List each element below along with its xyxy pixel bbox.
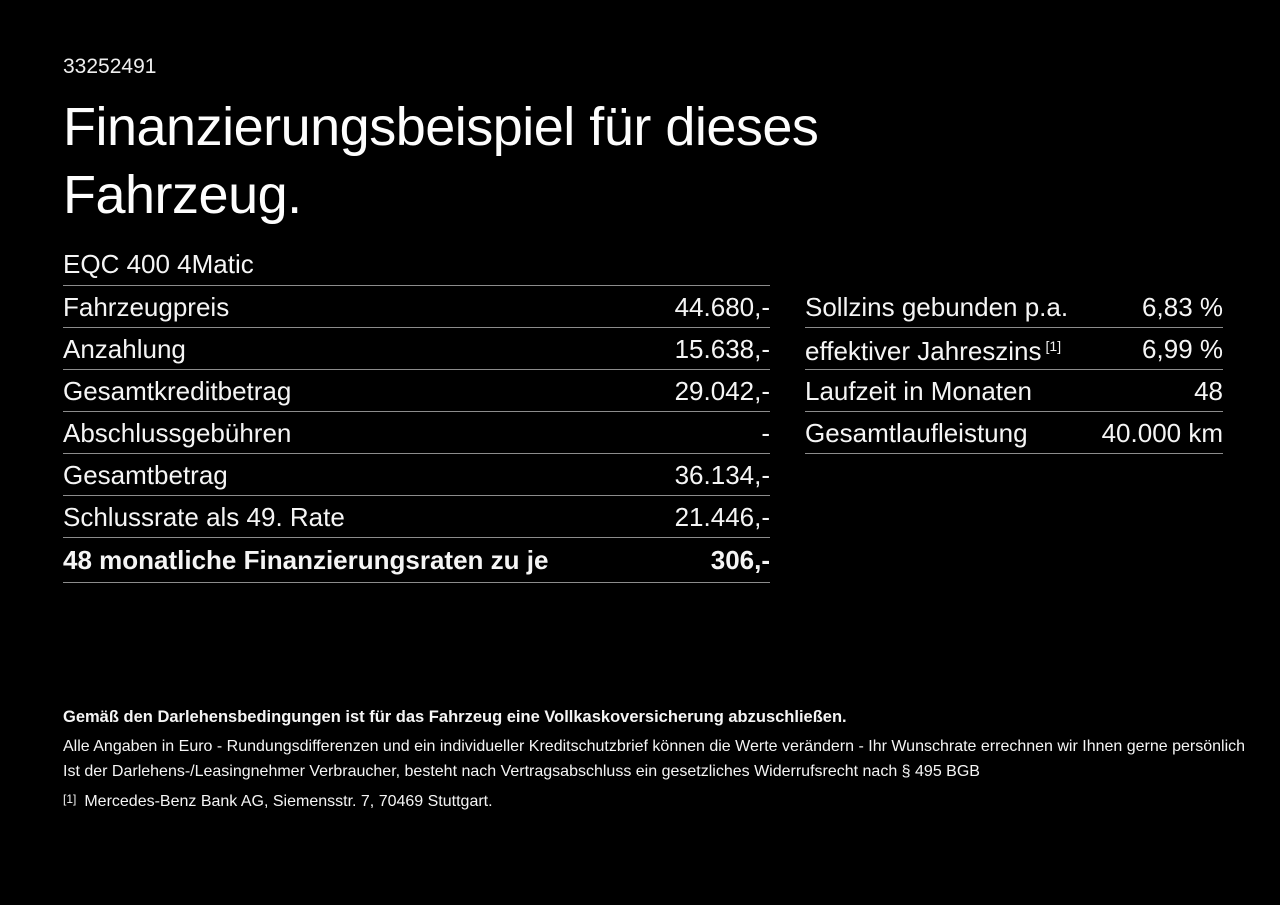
row-label: Abschlussgebühren [63, 417, 292, 448]
row-value: 29.042,- [674, 375, 770, 406]
row-value: 36.134,- [674, 459, 770, 490]
row-label: Schlussrate als 49. Rate [63, 501, 345, 532]
table-row: Laufzeit in Monaten 48 [805, 370, 1223, 412]
row-value: 15.638,- [674, 333, 770, 364]
table-row: effektiver Jahreszins [1] 6,99 % [805, 328, 1223, 370]
table-row: Schlussrate als 49. Rate 21.446,- [63, 496, 770, 538]
row-value: 306,- [710, 545, 770, 575]
bank-footnote: [1] Mercedes-Benz Bank AG, Siemensstr. 7,… [63, 790, 1253, 811]
table-row: Abschlussgebühren - [63, 412, 770, 454]
disclaimer-line: Alle Angaben in Euro - Rundungsdifferenz… [63, 738, 1246, 755]
row-value: 44.680,- [674, 291, 770, 322]
table-row: Gesamtbetrag 36.134,- [63, 454, 770, 496]
footer-disclaimer: Gemäß den Darlehensbedingungen ist für d… [63, 708, 1253, 811]
row-label: 48 monatliche Finanzierungsraten zu je [63, 545, 549, 575]
disclaimer-line: Ist der Darlehens-/Leasingnehmer Verbrau… [63, 763, 980, 780]
row-value: 6,83 % [1142, 291, 1223, 322]
conditions-table: Sollzins gebunden p.a. 6,83 % effektiver… [805, 286, 1223, 454]
row-label: Gesamtkreditbetrag [63, 375, 292, 406]
table-row: Sollzins gebunden p.a. 6,83 % [805, 286, 1223, 328]
row-label: Gesamtlaufleistung [805, 417, 1028, 448]
footnote-marker: [1] [63, 792, 77, 806]
insurance-requirement-note: Gemäß den Darlehensbedingungen ist für d… [63, 708, 847, 726]
document-number: 33252491 [63, 55, 157, 78]
row-label: effektiver Jahreszins [1] [805, 336, 1062, 366]
row-label: Gesamtbetrag [63, 459, 228, 490]
row-value: 6,99 % [1142, 333, 1223, 364]
footnote-text: Mercedes-Benz Bank AG, Siemensstr. 7, 70… [84, 793, 493, 810]
table-row: Anzahlung 15.638,- [63, 328, 770, 370]
row-value: 48 [1194, 375, 1223, 406]
table-row: Gesamtlaufleistung 40.000 km [805, 412, 1223, 454]
row-label: Anzahlung [63, 333, 186, 364]
vehicle-model-label: EQC 400 4Matic [63, 249, 254, 279]
row-value: 40.000 km [1101, 417, 1223, 448]
table-row-monthly-rate: 48 monatliche Finanzierungsraten zu je 3… [63, 538, 770, 583]
row-value: 21.446,- [674, 501, 770, 532]
row-value: - [761, 417, 770, 448]
row-label: Fahrzeugpreis [63, 291, 230, 322]
row-label: Sollzins gebunden p.a. [805, 291, 1069, 322]
table-row: Gesamtkreditbetrag 29.042,- [63, 370, 770, 412]
table-row: Fahrzeugpreis 44.680,- [63, 286, 770, 328]
footnote-reference: [1] [1045, 338, 1062, 354]
row-label: Laufzeit in Monaten [805, 375, 1032, 406]
page-title: Finanzierungsbeispiel für dieses Fahrzeu… [63, 97, 819, 225]
finance-table: Fahrzeugpreis 44.680,- Anzahlung 15.638,… [63, 285, 770, 583]
